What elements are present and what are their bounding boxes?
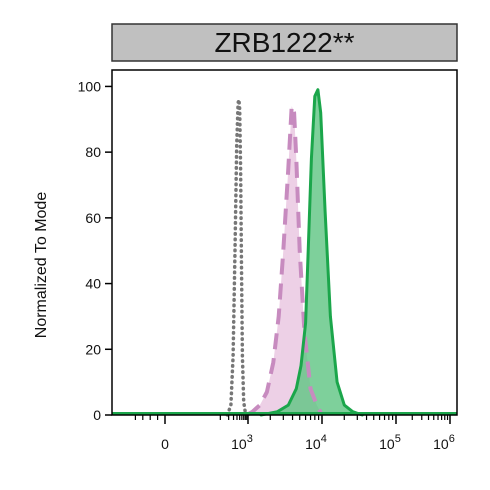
plot-frame	[111, 69, 458, 416]
x-tick-exp-2: 4	[321, 433, 327, 445]
title-strip	[111, 23, 458, 62]
x-tick-base-1: 10	[231, 436, 247, 452]
y-tick-label-0: 0	[93, 407, 101, 423]
y-axis: 0 20 40 60 80 100	[78, 78, 112, 423]
x-tick-base-0: 0	[161, 436, 169, 452]
x-tick-base-3: 10	[379, 436, 395, 452]
series-layer	[112, 88, 457, 417]
x-tick-base-4: 10	[433, 436, 449, 452]
y-tick-label-5: 100	[78, 78, 102, 94]
y-axis-label: Normalized To Mode	[33, 192, 50, 339]
x-tick-label-3: 105	[379, 433, 401, 452]
x-tick-exp-1: 3	[247, 433, 253, 445]
series-1-line	[225, 97, 249, 417]
x-axis: 0 103 104 105 106	[134, 415, 455, 452]
x-tick-base-2: 10	[305, 436, 321, 452]
series-3-line	[259, 88, 364, 417]
x-tick-label-2: 104	[305, 433, 327, 452]
chart-title: ZRB1222**	[214, 27, 354, 58]
x-tick-exp-3: 5	[395, 433, 401, 445]
series-3-fill	[261, 89, 363, 415]
x-tick-exp-4: 6	[449, 433, 455, 445]
series-2-line	[245, 104, 324, 417]
x-tick-label-1: 103	[231, 433, 253, 452]
x-tick-label-0: 0	[161, 436, 169, 452]
x-tick-label-4: 106	[433, 433, 455, 452]
y-tick-label-4: 80	[85, 144, 101, 160]
y-tick-label-3: 60	[85, 210, 101, 226]
y-tick-label-2: 40	[85, 276, 101, 292]
y-tick-label-1: 20	[85, 341, 101, 357]
